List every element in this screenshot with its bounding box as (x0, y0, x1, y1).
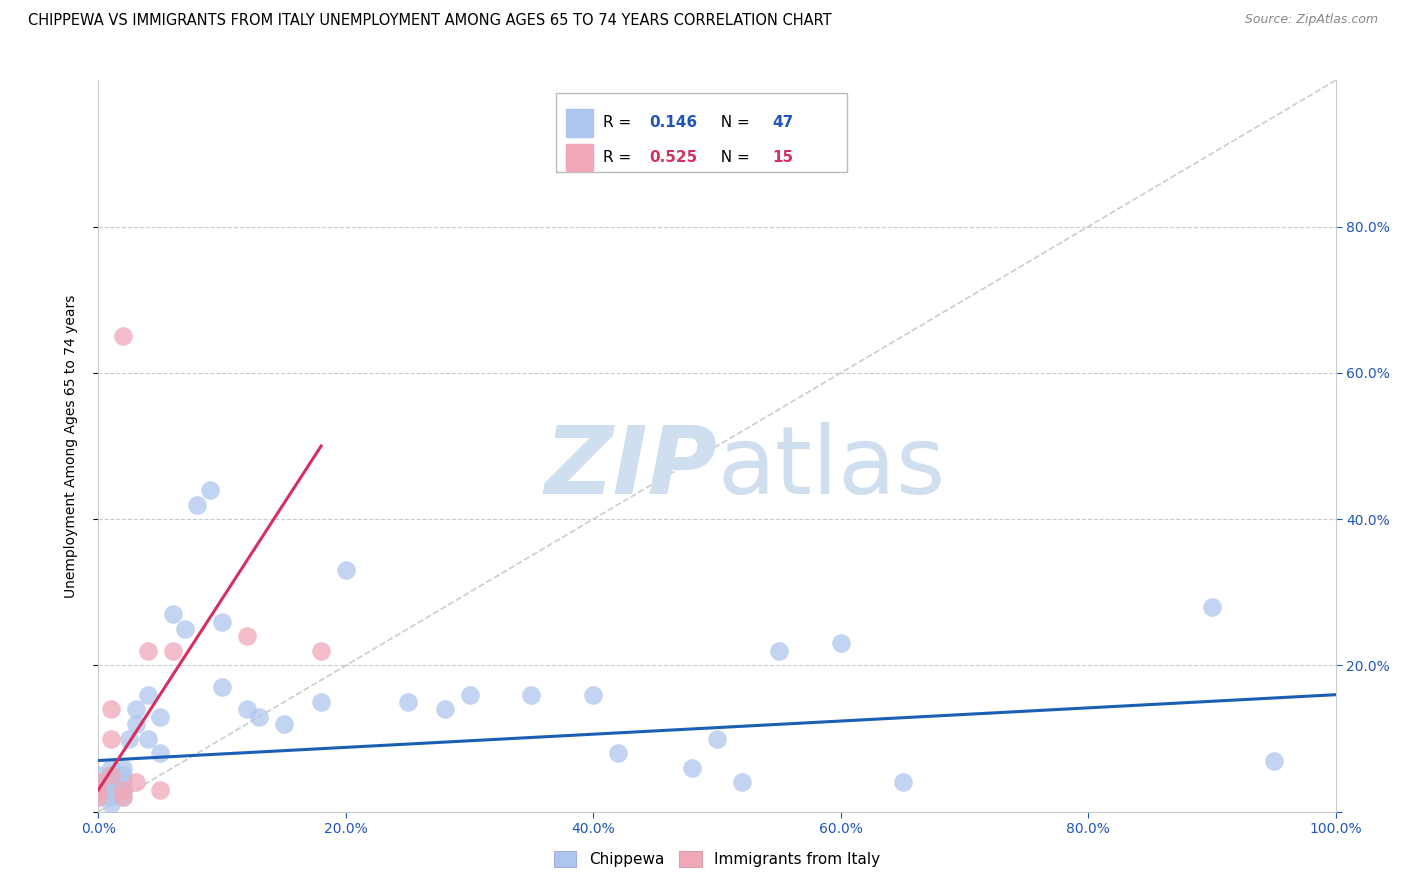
Point (335, 563, 357, 577)
Point (433, 702, 456, 716)
Point (136, 731, 159, 746)
Legend: Chippewa, Immigrants from Italy: Chippewa, Immigrants from Italy (547, 846, 887, 873)
Point (87, 768, 110, 782)
Point (124, 702, 146, 716)
Text: N =: N = (711, 115, 755, 130)
Point (1201, 599, 1223, 614)
Text: 0.525: 0.525 (650, 150, 697, 165)
Point (162, 644, 184, 658)
Point (112, 790, 135, 805)
Point (520, 688, 543, 702)
Y-axis label: Unemployment Among Ages 65 to 74 years: Unemployment Among Ages 65 to 74 years (63, 294, 77, 598)
Text: N =: N = (711, 150, 755, 165)
Point (112, 329, 135, 343)
Point (100, 775, 122, 789)
Point (112, 775, 135, 789)
Point (112, 782, 135, 797)
Point (100, 790, 122, 805)
Point (87, 790, 110, 805)
Bar (567, 109, 593, 136)
Point (681, 761, 703, 775)
Point (136, 688, 159, 702)
Point (100, 702, 122, 716)
Bar (557, 93, 846, 171)
Point (236, 702, 259, 716)
Point (100, 797, 122, 812)
Point (112, 768, 135, 782)
Point (607, 746, 630, 760)
Point (100, 768, 122, 782)
Point (100, 731, 122, 746)
Point (236, 629, 259, 643)
Point (830, 636, 852, 650)
Text: 47: 47 (773, 115, 794, 130)
Text: CHIPPEWA VS IMMIGRANTS FROM ITALY UNEMPLOYMENT AMONG AGES 65 TO 74 YEARS CORRELA: CHIPPEWA VS IMMIGRANTS FROM ITALY UNEMPL… (28, 13, 832, 29)
Point (149, 709, 172, 723)
Point (87, 782, 110, 797)
Point (582, 688, 605, 702)
Text: 15: 15 (773, 150, 794, 165)
Point (149, 746, 172, 760)
Point (136, 644, 159, 658)
Point (309, 695, 332, 709)
Text: R =: R = (603, 150, 637, 165)
Point (112, 761, 135, 775)
Point (100, 768, 122, 782)
Point (87, 775, 110, 789)
Point (87, 775, 110, 789)
Point (706, 731, 728, 746)
Point (309, 644, 332, 658)
Point (731, 775, 754, 789)
Text: R =: R = (603, 115, 637, 130)
Point (891, 775, 914, 789)
Point (273, 717, 295, 731)
Point (768, 644, 790, 658)
Text: atlas: atlas (717, 422, 945, 514)
Point (211, 681, 233, 695)
Point (118, 731, 141, 746)
Point (100, 761, 122, 775)
Point (198, 483, 221, 497)
Point (186, 498, 208, 512)
Point (458, 688, 481, 702)
Point (100, 782, 122, 797)
Point (124, 717, 146, 731)
Point (247, 709, 270, 723)
Point (162, 607, 184, 622)
Point (87, 782, 110, 797)
Point (124, 775, 146, 789)
Point (211, 615, 233, 629)
Point (112, 790, 135, 805)
Point (112, 782, 135, 797)
Point (174, 622, 197, 636)
Point (149, 782, 172, 797)
Point (87, 790, 110, 805)
Text: Source: ZipAtlas.com: Source: ZipAtlas.com (1244, 13, 1378, 27)
Text: 0.146: 0.146 (650, 115, 697, 130)
Text: ZIP: ZIP (544, 422, 717, 514)
Point (396, 695, 419, 709)
Bar (567, 144, 593, 171)
Point (1263, 754, 1285, 768)
